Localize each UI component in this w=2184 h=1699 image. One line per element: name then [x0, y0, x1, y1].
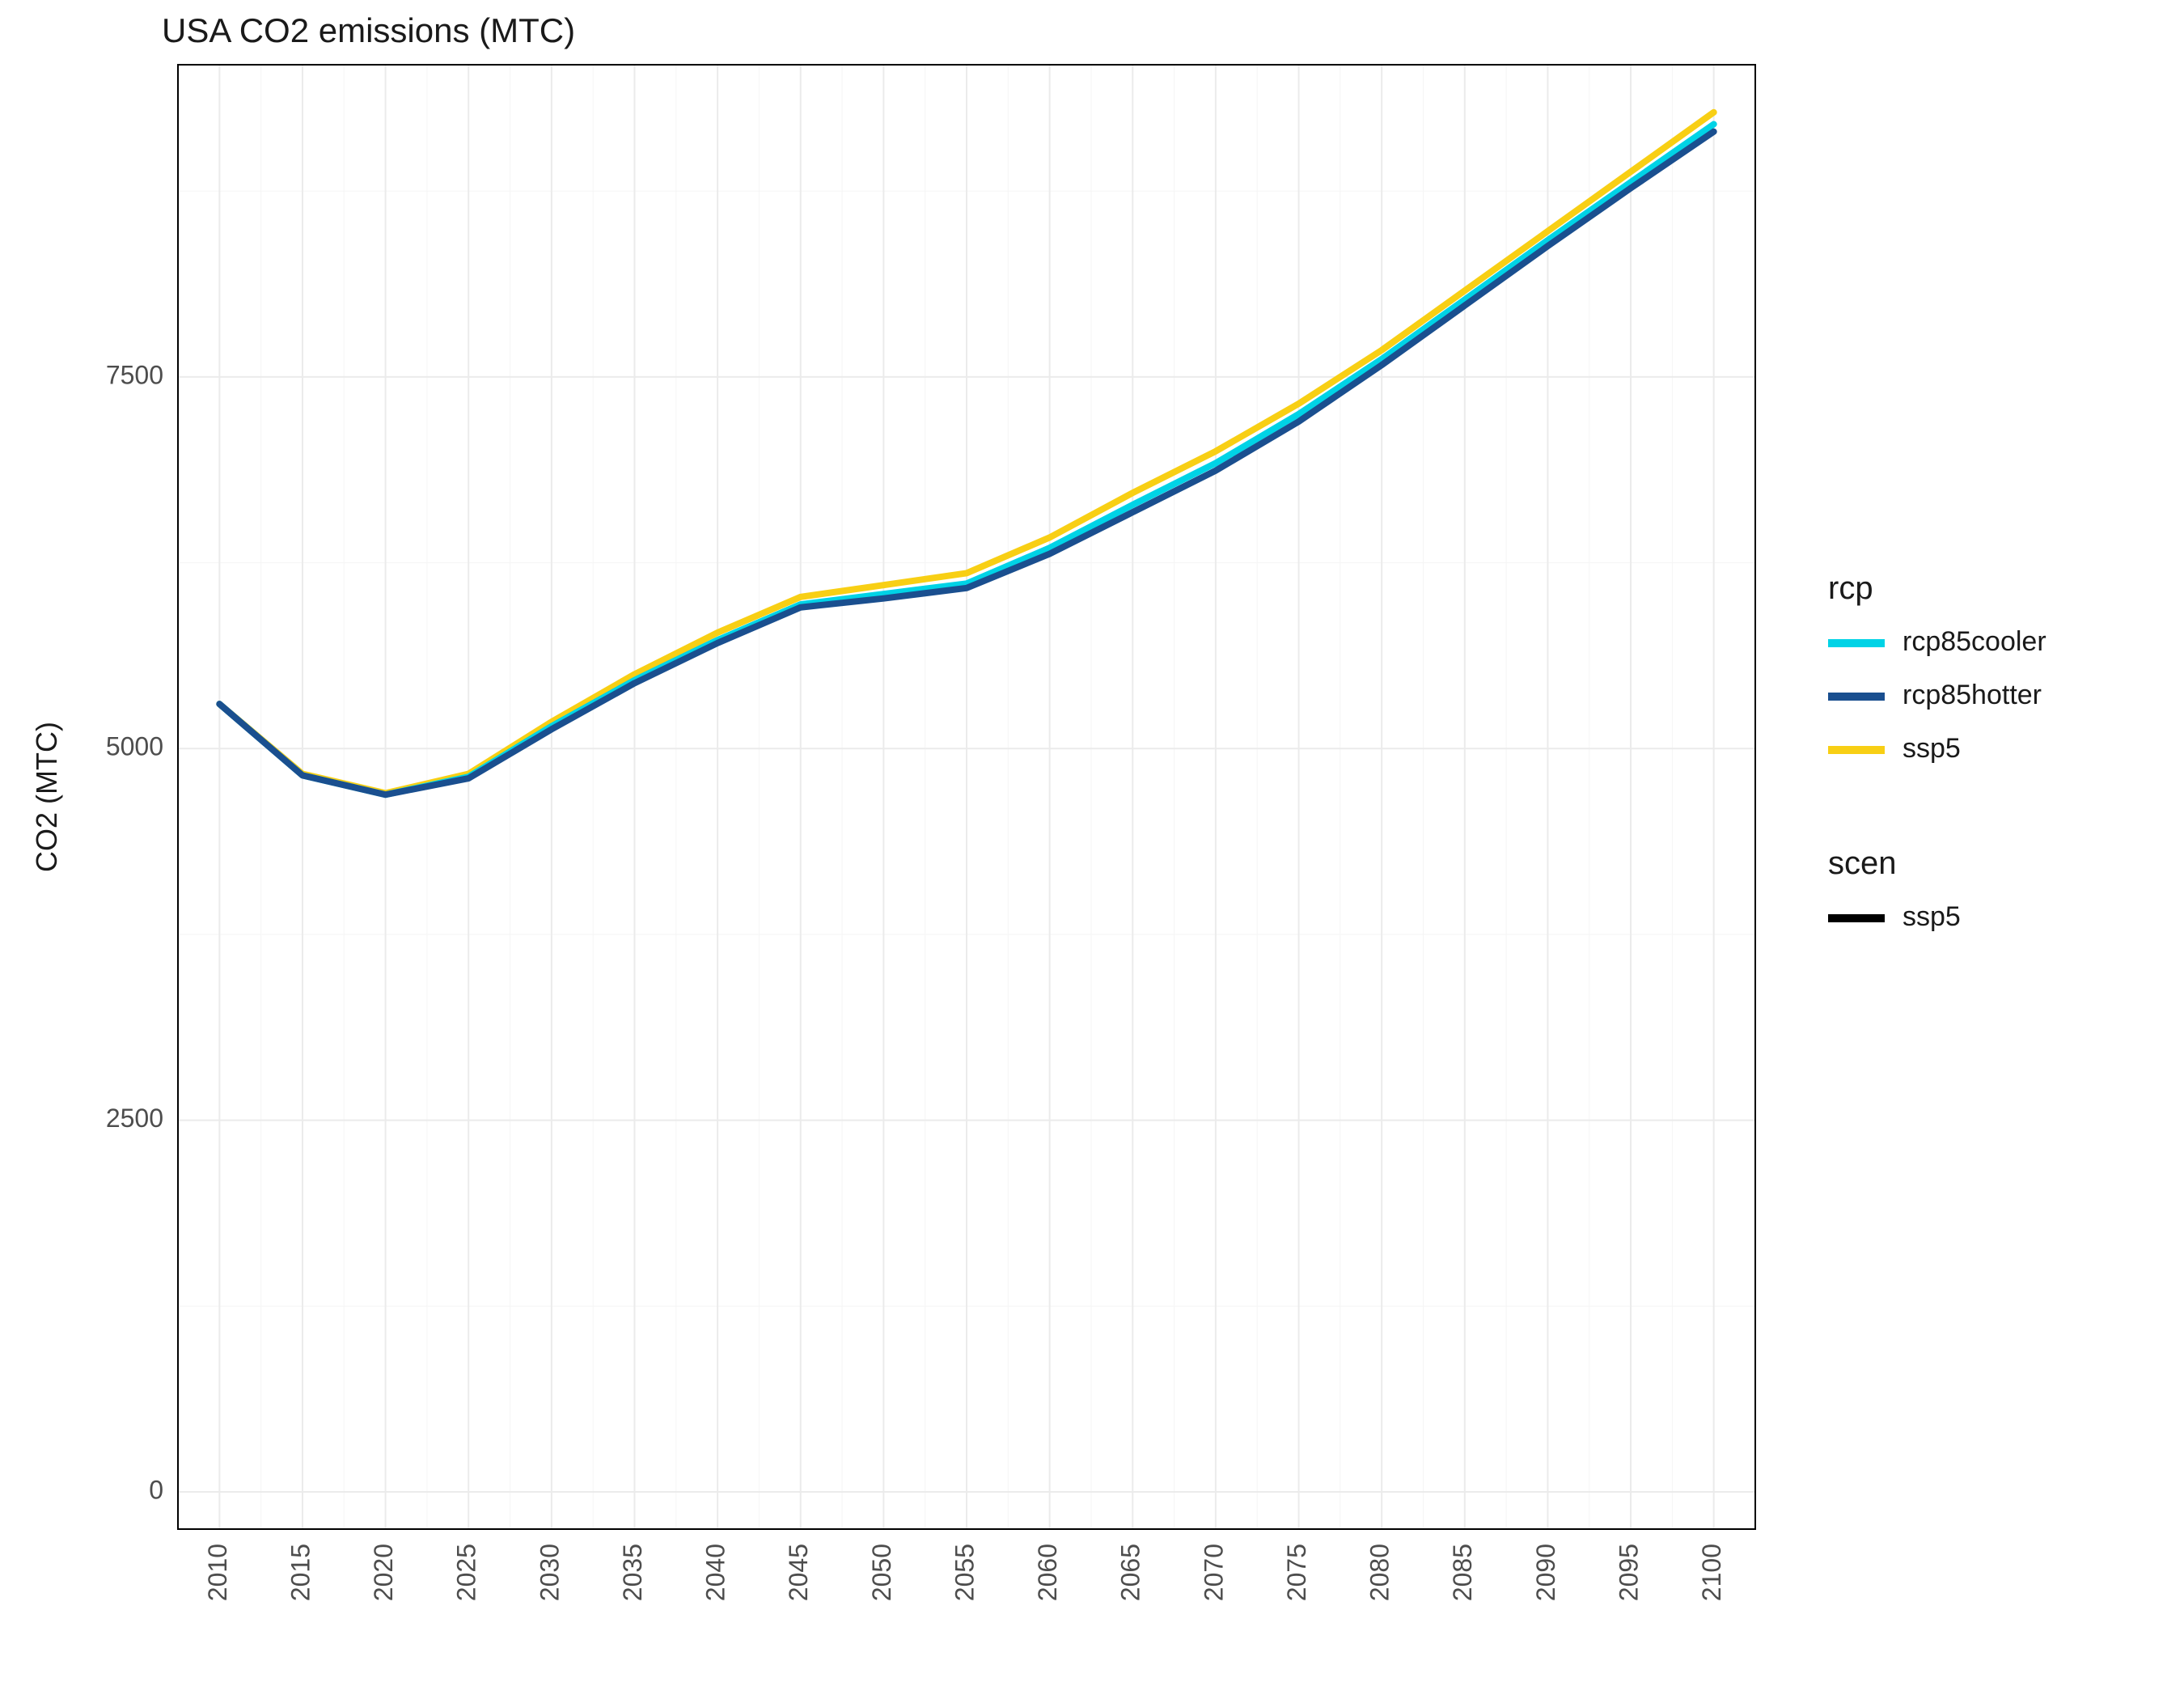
legend-title-rcp: rcp — [1828, 570, 1873, 606]
x-tick-label: 2010 — [203, 1544, 232, 1601]
x-tick-label: 2065 — [1116, 1544, 1145, 1601]
x-tick-label: 2070 — [1199, 1544, 1228, 1601]
x-tick-label: 2090 — [1531, 1544, 1560, 1601]
x-tick-label: 2040 — [701, 1544, 730, 1601]
x-tick-label: 2055 — [950, 1544, 979, 1601]
x-tick-label: 2060 — [1033, 1544, 1062, 1601]
x-tick-label: 2025 — [452, 1544, 481, 1601]
legend-title-scen: scen — [1828, 845, 1897, 881]
x-tick-label: 2020 — [369, 1544, 398, 1601]
y-tick-label: 0 — [149, 1476, 163, 1505]
x-tick-label: 2035 — [618, 1544, 647, 1601]
y-tick-label: 5000 — [106, 732, 163, 761]
x-tick-label: 2085 — [1448, 1544, 1477, 1601]
x-tick-label: 2075 — [1282, 1544, 1311, 1601]
y-tick-label: 2500 — [106, 1104, 163, 1133]
x-tick-label: 2050 — [867, 1544, 896, 1601]
x-tick-label: 2015 — [286, 1544, 315, 1601]
y-axis-label: CO2 (MTC) — [30, 722, 63, 872]
legend-label-scen-0: ssp5 — [1903, 901, 1961, 932]
chart-title: USA CO2 emissions (MTC) — [162, 11, 575, 49]
chart-container: { "chart": { "type": "line", "title": "U… — [0, 0, 2184, 1699]
x-tick-label: 2045 — [784, 1544, 813, 1601]
y-tick-label: 7500 — [106, 360, 163, 389]
legend-label-rcp-1: rcp85hotter — [1903, 680, 2042, 710]
chart-svg: 0 2500 5000 7500 2010 2015 2020 2025 2030 2035 204… — [0, 0, 2184, 1699]
legend-label-rcp-0: rcp85cooler — [1903, 626, 2046, 657]
legend-label-rcp-2: ssp5 — [1903, 733, 1961, 764]
x-tick-label: 2100 — [1697, 1544, 1726, 1601]
x-tick-label: 2095 — [1615, 1544, 1644, 1601]
x-tick-label: 2080 — [1365, 1544, 1395, 1601]
x-tick-label: 2030 — [535, 1544, 564, 1601]
